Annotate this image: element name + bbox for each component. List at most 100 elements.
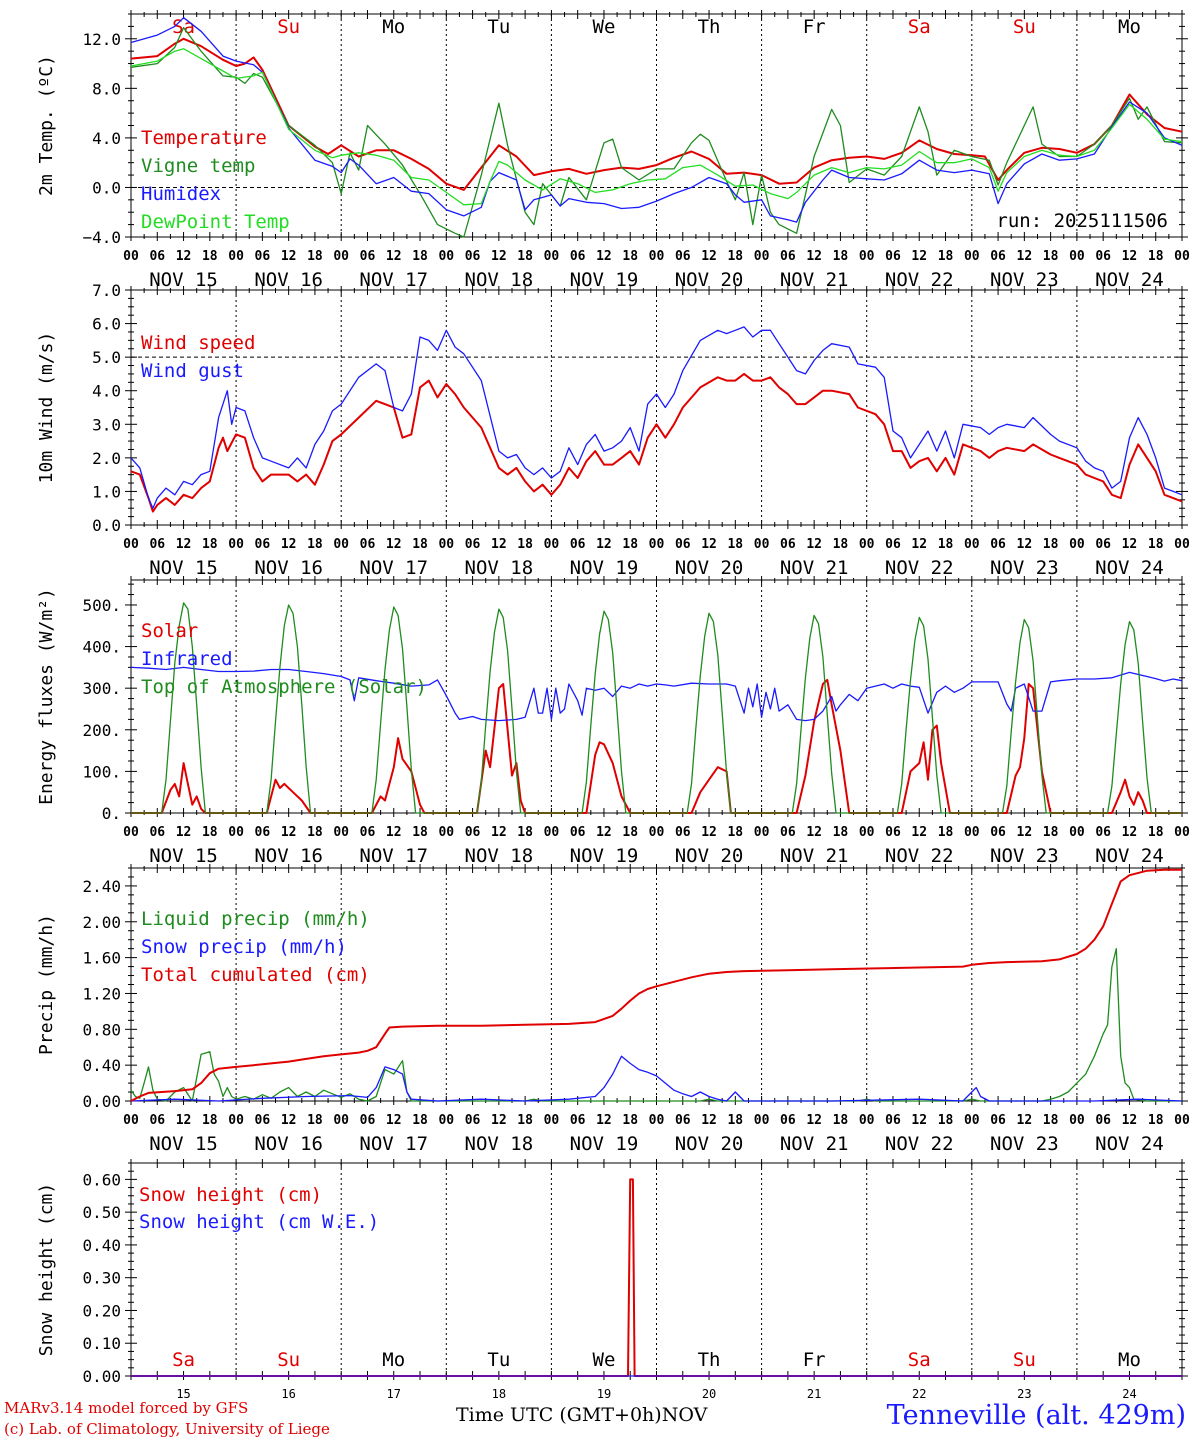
y-tick-label: 5.0 — [92, 348, 121, 367]
day-label: NOV 22 — [885, 845, 954, 867]
y-tick-label: −4.0 — [82, 228, 121, 247]
legend-entry: Wind speed — [141, 332, 255, 354]
day-label: NOV 20 — [675, 557, 744, 579]
x-tick-label: 12 — [701, 1113, 717, 1128]
x-tick-label: 00 — [1069, 825, 1085, 840]
weekday-label: We — [593, 1349, 616, 1371]
x-tick-label: 00 — [544, 537, 560, 552]
x-tick-label: 12 — [1122, 1113, 1138, 1128]
legend-entry: Infrared — [141, 648, 233, 670]
x-tick-label: 00 — [649, 825, 665, 840]
day-label: NOV 21 — [780, 269, 849, 291]
day-label: NOV 24 — [1095, 269, 1164, 291]
x-tick-label: 18 — [412, 537, 428, 552]
x-tick-label: 12 — [596, 249, 612, 264]
weekday-label: Sa — [172, 1349, 195, 1371]
run-annotation: run: 2025111506 — [996, 210, 1168, 232]
x-tick-label: 06 — [255, 249, 271, 264]
x-tick-label: 00 — [859, 825, 875, 840]
x-tick-label: 12 — [911, 537, 927, 552]
day-label: NOV 17 — [359, 845, 428, 867]
x-tick-label: 00 — [228, 825, 244, 840]
y-tick-label: 8.0 — [92, 79, 121, 98]
x-tick-label: 06 — [780, 825, 796, 840]
x-tick-label: 00 — [649, 537, 665, 552]
x-tick-label: 12 — [911, 825, 927, 840]
legend-entry: Total cumulated (cm) — [141, 964, 370, 986]
x-tick-label: 06 — [1095, 249, 1111, 264]
day-label: NOV 23 — [990, 1133, 1059, 1155]
y-axis-title: Snow height (cm) — [36, 1183, 57, 1356]
x-tick-label: 18 — [833, 537, 849, 552]
x-tick-label: 06 — [465, 825, 481, 840]
x-tick-label: 12 — [176, 1113, 192, 1128]
weekday-label: Mo — [382, 1349, 405, 1371]
x-tick-label: 12 — [806, 1113, 822, 1128]
x-tick-label: 00 — [649, 249, 665, 264]
x-tick-label: 18 — [833, 1113, 849, 1128]
x-tick-label: 12 — [806, 825, 822, 840]
x-tick-label: 18 — [1148, 249, 1164, 264]
legend-entry: Humidex — [141, 183, 221, 205]
footer-credits: MARv3.14 model forced by GFS (c) Lab. of… — [4, 1398, 330, 1440]
x-tick-label: 12 — [491, 825, 507, 840]
x-tick-label: 06 — [1095, 1113, 1111, 1128]
x-tick-label: 06 — [465, 1113, 481, 1128]
day-label: NOV 17 — [359, 269, 428, 291]
day-label: NOV 17 — [359, 557, 428, 579]
day-label: NOV 22 — [885, 557, 954, 579]
x-tick-label: 18 — [517, 249, 533, 264]
day-label: NOV 21 — [780, 557, 849, 579]
legend-entry: Snow precip (mm/h) — [141, 936, 347, 958]
x-tick-label: 18 — [622, 537, 638, 552]
day-label: NOV 19 — [570, 269, 639, 291]
x-tick-label: 18 — [622, 825, 638, 840]
x-tick-label: 06 — [465, 537, 481, 552]
x-tick-label: 00 — [438, 249, 454, 264]
series-line-temp-2 — [130, 17, 1183, 223]
x-tick-label: 06 — [675, 249, 691, 264]
x-tick-label: 00 — [1174, 1113, 1190, 1128]
y-tick-label: 200. — [82, 721, 121, 740]
y-tick-label: 400. — [82, 638, 121, 657]
series-line-temp-1 — [130, 26, 1183, 238]
x-tick-label: 12 — [596, 1113, 612, 1128]
x-tick-label: 18 — [307, 537, 323, 552]
day-label: NOV 22 — [885, 269, 954, 291]
x-tick-label: 18 — [1043, 825, 1059, 840]
x-tick-label: 00 — [1069, 537, 1085, 552]
day-label: NOV 21 — [780, 845, 849, 867]
x-tick-label: 18 — [307, 825, 323, 840]
y-tick-label: 2.0 — [92, 449, 121, 468]
x-tick-label: 12 — [1017, 825, 1033, 840]
weekday-label: Fr — [803, 16, 826, 38]
x-tick-label: 00 — [1174, 537, 1190, 552]
day-label: NOV 16 — [254, 845, 323, 867]
x-tick-label: 12 — [701, 537, 717, 552]
y-tick-label: 1.60 — [82, 949, 121, 968]
x-tick-label: 12 — [386, 537, 402, 552]
x-tick-label: 18 — [412, 825, 428, 840]
y-tick-label: 2.00 — [82, 913, 121, 932]
weekday-label: Su — [277, 16, 300, 38]
weekday-label: Su — [1013, 1349, 1036, 1371]
x-tick-label: 18 — [412, 249, 428, 264]
x-tick-label: 00 — [544, 825, 560, 840]
x-tick-label: 18 — [727, 825, 743, 840]
x-tick-label: 12 — [176, 537, 192, 552]
x-tick-label: 06 — [255, 825, 271, 840]
y-axis-title: Energy fluxes (W/m²) — [36, 588, 57, 805]
x-tick-label: 06 — [780, 537, 796, 552]
x-tick-label: 06 — [675, 1113, 691, 1128]
x-tick-label: 06 — [990, 825, 1006, 840]
x-tick-label: 12 — [386, 1113, 402, 1128]
model-label: MARv3.14 model forced by GFS — [4, 1399, 249, 1417]
day-label: NOV 19 — [570, 845, 639, 867]
x-tick-label: 12 — [1122, 537, 1138, 552]
time-axis-title: Time UTC (GMT+0h)NOV — [456, 1404, 707, 1426]
weekday-label: Tu — [487, 16, 510, 38]
x-tick-label: 06 — [570, 1113, 586, 1128]
x-tick-label: 12 — [806, 537, 822, 552]
day-label: NOV 19 — [570, 1133, 639, 1155]
x-tick-label: 00 — [964, 537, 980, 552]
